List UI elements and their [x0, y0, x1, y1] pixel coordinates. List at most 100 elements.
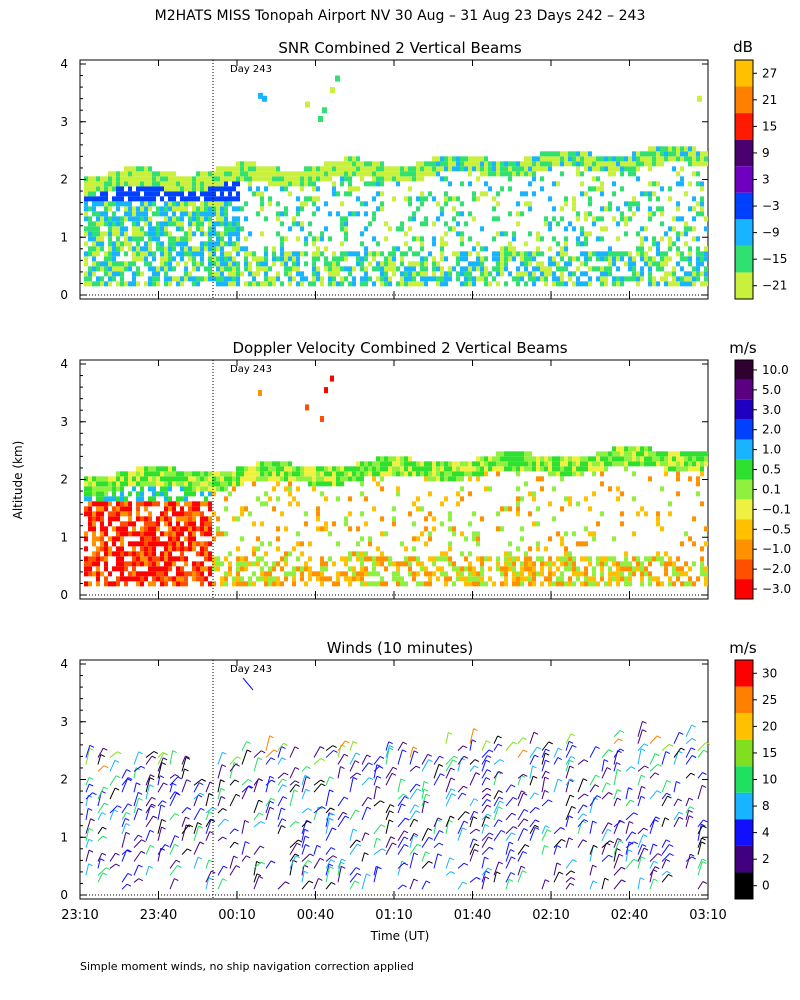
snr-cell [260, 166, 264, 172]
wind-barb-flag [244, 819, 249, 823]
doppler-cell [424, 476, 428, 482]
doppler-cell [364, 471, 368, 477]
snr-cell [596, 236, 600, 242]
doppler-cell [568, 556, 572, 562]
doppler-cell [544, 546, 548, 552]
snr-cell [616, 281, 620, 287]
wind-barb-flag [174, 843, 179, 847]
snr-cell [444, 221, 448, 227]
snr-cell [512, 231, 516, 237]
doppler-cell [476, 461, 480, 467]
doppler-cell [440, 521, 444, 527]
snr-cell [188, 216, 192, 222]
doppler-cell [152, 546, 156, 552]
doppler-cell [112, 526, 116, 532]
doppler-cell [376, 561, 380, 567]
wind-barb-flag [462, 827, 467, 831]
doppler-cell [544, 561, 548, 567]
snr-cell [364, 256, 368, 262]
wind-barb [133, 782, 137, 793]
snr-cell [312, 276, 316, 282]
snr-cell [284, 206, 288, 212]
doppler-cell [84, 506, 88, 512]
wind-barb [313, 806, 322, 814]
wind-barb-flag [149, 777, 155, 781]
snr-cell [212, 206, 216, 212]
wind-barb-flag [463, 785, 468, 789]
snr-cell [664, 231, 668, 237]
snr-cell [284, 176, 288, 182]
wind-barb [157, 804, 162, 821]
wind-barb [121, 849, 128, 855]
wind-barb [517, 851, 524, 862]
doppler-cell [216, 486, 220, 492]
doppler-cell [168, 551, 172, 557]
snr-cell [356, 186, 360, 192]
doppler-cell [580, 556, 584, 562]
doppler-cell [452, 526, 456, 532]
doppler-cell [628, 461, 632, 467]
doppler-cell [644, 511, 648, 517]
wind-barb-flag [582, 839, 587, 843]
wind-barb-flag [211, 870, 216, 874]
wind-barb [241, 785, 250, 793]
doppler-cell [680, 451, 684, 457]
doppler-cell [356, 556, 360, 562]
snr-cell [364, 246, 368, 252]
snr-cell [104, 186, 108, 192]
wind-barb [229, 865, 237, 876]
snr-cell [300, 251, 304, 257]
snr-cell [580, 281, 584, 287]
doppler-cell [156, 576, 160, 582]
snr-cell [472, 261, 476, 267]
snr-cell [260, 281, 264, 287]
snr-cell [648, 196, 652, 202]
snr-cell [332, 271, 336, 277]
wind-barb [457, 811, 466, 821]
snr-cell [456, 261, 460, 267]
doppler-cell [100, 571, 104, 577]
doppler-cell [392, 521, 396, 527]
doppler-cell [648, 461, 652, 467]
snr-cell [508, 161, 512, 167]
doppler-cell [536, 456, 540, 462]
snr-cell [160, 186, 164, 192]
snr-cell [672, 146, 676, 152]
doppler-cell [688, 451, 692, 457]
doppler-cell [116, 501, 120, 507]
snr-cell [336, 261, 340, 267]
wind-barb-flag [401, 860, 407, 864]
doppler-cell [460, 461, 464, 467]
doppler-cell [456, 461, 460, 467]
doppler-cell [176, 531, 180, 537]
wind-barb [409, 843, 418, 855]
doppler-cell [92, 511, 96, 517]
doppler-cell [312, 571, 316, 577]
doppler-cell [192, 576, 196, 582]
doppler-cell [304, 471, 308, 477]
doppler-cell [196, 566, 200, 572]
doppler-cell [516, 486, 520, 492]
doppler-cell [664, 461, 668, 467]
doppler-cell [96, 516, 100, 522]
doppler-cell [636, 451, 640, 457]
doppler-cell [468, 461, 472, 467]
snr-cell [260, 171, 264, 177]
snr-cell [148, 176, 152, 182]
snr-cell [612, 171, 616, 177]
wind-barb-flag [176, 792, 181, 796]
wind-barb-flag [88, 863, 93, 867]
doppler-cell [592, 566, 596, 572]
doppler-cell [476, 576, 480, 582]
doppler-cell [616, 561, 620, 567]
snr-cell [248, 186, 252, 192]
snr-cell [96, 176, 100, 182]
doppler-cell [148, 516, 152, 522]
doppler-cell [144, 576, 148, 582]
doppler-cell [268, 566, 272, 572]
doppler-cell [128, 491, 132, 497]
wind-barb-flag [198, 782, 204, 786]
snr-cell [172, 181, 176, 187]
doppler-cell [284, 561, 288, 567]
snr-cell [292, 251, 296, 257]
